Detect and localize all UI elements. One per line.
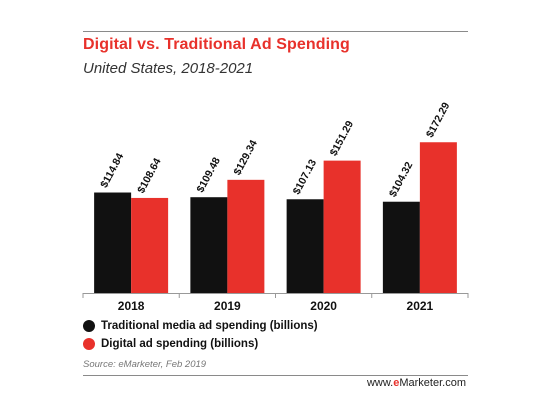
data-label-digital-2018: $108.64 [135, 156, 163, 195]
brand-rest: Marketer.com [399, 377, 466, 389]
legend-item-digital: Digital ad spending (billions) [83, 336, 258, 352]
brand-link[interactable]: www.eMarketer.com [367, 377, 466, 389]
legend-label-traditional: Traditional media ad spending (billions) [101, 320, 318, 332]
legend-label-digital: Digital ad spending (billions) [101, 338, 259, 350]
data-label-digital-2020: $151.29 [328, 119, 356, 158]
bar-traditional-2020 [286, 199, 324, 293]
brand-e: e [393, 377, 400, 389]
data-label-digital-2019: $129.34 [231, 138, 259, 177]
bar-digital-2018 [131, 197, 169, 293]
bar-digital-2020 [323, 160, 361, 293]
data-label-digital-2021: $172.29 [424, 100, 452, 139]
source-note: Source: eMarketer, Feb 2019 [83, 359, 207, 370]
data-label-traditional-2019: $109.48 [194, 155, 222, 194]
bar-digital-2021 [419, 142, 457, 293]
chart-title: Digital vs. Traditional Ad Spending [83, 36, 350, 53]
bar-traditional-2021 [382, 201, 420, 293]
legend-item-traditional: Traditional media ad spending (billions) [83, 318, 318, 334]
bar-traditional-2018 [94, 192, 132, 293]
bottom-rule [83, 375, 468, 376]
brand-prefix: www. [366, 377, 394, 389]
bar-traditional-2019 [190, 197, 228, 293]
data-label-traditional-2018: $114.84 [98, 151, 126, 190]
data-label-traditional-2021: $104.32 [387, 160, 415, 199]
bar-digital-2019 [227, 179, 265, 293]
chart-subtitle: United States, 2018-2021 [83, 60, 254, 77]
data-label-traditional-2020: $107.13 [291, 157, 319, 196]
x-tick-label-2018: 2018 [118, 299, 145, 313]
legend-swatch-traditional [83, 320, 95, 332]
legend-swatch-digital [83, 338, 95, 350]
top-rule [83, 31, 468, 32]
x-tick-label-2019: 2019 [214, 299, 241, 313]
x-tick-label-2021: 2021 [407, 299, 434, 313]
x-tick-label-2020: 2020 [310, 299, 337, 313]
